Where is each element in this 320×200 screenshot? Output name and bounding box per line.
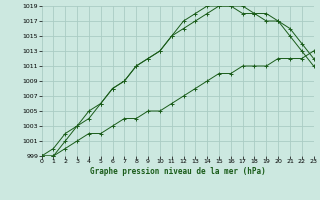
X-axis label: Graphe pression niveau de la mer (hPa): Graphe pression niveau de la mer (hPa) <box>90 167 266 176</box>
